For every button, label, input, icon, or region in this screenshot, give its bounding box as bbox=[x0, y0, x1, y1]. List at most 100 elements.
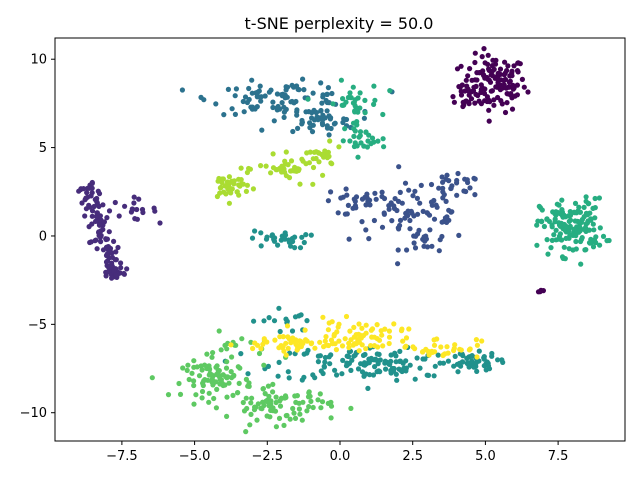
scatter-point bbox=[472, 59, 478, 66]
scatter-point bbox=[339, 343, 346, 349]
scatter-point bbox=[249, 235, 256, 241]
scatter-point bbox=[289, 328, 296, 334]
scatter-point bbox=[476, 348, 482, 354]
scatter-point bbox=[310, 90, 316, 96]
scatter-point bbox=[199, 395, 205, 401]
scatter-point bbox=[550, 209, 556, 215]
scatter-point bbox=[293, 98, 299, 105]
scatter-point bbox=[289, 82, 295, 88]
scatter-point bbox=[257, 83, 263, 89]
scatter-point bbox=[118, 260, 124, 266]
scatter-point bbox=[206, 372, 212, 378]
scatter-point bbox=[455, 170, 461, 177]
scatter-point bbox=[467, 66, 473, 72]
scatter-point bbox=[563, 235, 569, 241]
scatter-point bbox=[243, 188, 249, 194]
scatter-point bbox=[507, 92, 513, 98]
scatter-point bbox=[240, 98, 246, 105]
scatter-point bbox=[429, 349, 435, 355]
scatter-point bbox=[304, 318, 310, 324]
scatter-point bbox=[432, 363, 438, 369]
scatter-point bbox=[544, 237, 550, 243]
scatter-point bbox=[351, 133, 357, 139]
scatter-point bbox=[552, 219, 558, 225]
scatter-point bbox=[578, 261, 584, 267]
scatter-point bbox=[207, 366, 213, 372]
scatter-point bbox=[299, 377, 305, 383]
scatter-point bbox=[358, 361, 364, 367]
scatter-point bbox=[333, 347, 339, 353]
scatter-point bbox=[217, 190, 223, 196]
scatter-point bbox=[191, 358, 197, 364]
scatter-point bbox=[91, 203, 97, 210]
scatter-point bbox=[312, 375, 318, 381]
scatter-point bbox=[437, 237, 443, 243]
scatter-point bbox=[336, 144, 342, 150]
scatter-point bbox=[180, 365, 186, 371]
scatter-point bbox=[285, 162, 291, 168]
scatter-point bbox=[474, 368, 480, 374]
scatter-point bbox=[284, 323, 291, 329]
scatter-point bbox=[505, 63, 511, 69]
scatter-point bbox=[103, 236, 109, 242]
scatter-point bbox=[107, 263, 113, 269]
scatter-point bbox=[446, 207, 452, 213]
scatter-point bbox=[579, 216, 586, 223]
scatter-point bbox=[431, 373, 437, 379]
scatter-point bbox=[259, 127, 265, 133]
scatter-point bbox=[600, 233, 607, 239]
scatter-point bbox=[124, 266, 130, 272]
scatter-point bbox=[466, 347, 472, 353]
scatter-point bbox=[89, 213, 95, 219]
scatter-point bbox=[375, 361, 381, 367]
scatter-point bbox=[266, 89, 272, 95]
y-tick-label: 5 bbox=[39, 141, 47, 156]
scatter-point bbox=[249, 77, 255, 83]
scatter-point bbox=[534, 222, 540, 228]
scatter-point bbox=[465, 362, 472, 368]
scatter-point bbox=[576, 204, 582, 210]
scatter-point bbox=[460, 103, 466, 110]
scatter-point bbox=[363, 129, 369, 135]
scatter-point bbox=[345, 353, 351, 359]
scatter-point bbox=[339, 371, 345, 377]
scatter-point bbox=[590, 205, 596, 211]
scatter-point bbox=[309, 340, 315, 346]
scatter-point bbox=[372, 356, 379, 362]
scatter-point bbox=[346, 340, 352, 346]
scatter-point bbox=[469, 89, 475, 95]
scatter-point bbox=[204, 351, 210, 357]
scatter-point bbox=[238, 165, 244, 171]
scatter-point bbox=[251, 407, 258, 413]
scatter-point bbox=[345, 202, 351, 208]
scatter-point bbox=[347, 90, 353, 96]
scatter-point bbox=[111, 238, 117, 244]
scatter-point bbox=[393, 353, 399, 359]
scatter-point bbox=[256, 350, 263, 357]
scatter-point bbox=[259, 406, 265, 412]
scatter-point bbox=[345, 94, 351, 101]
scatter-point bbox=[460, 99, 466, 105]
scatter-point bbox=[473, 360, 479, 366]
scatter-point bbox=[328, 160, 334, 166]
scatter-point bbox=[361, 360, 368, 366]
scatter-point bbox=[370, 372, 377, 378]
scatter-point bbox=[318, 80, 324, 86]
scatter-point bbox=[325, 85, 331, 91]
scatter-point bbox=[371, 101, 377, 107]
scatter-point bbox=[241, 109, 247, 115]
scatter-point bbox=[308, 398, 314, 404]
scatter-point bbox=[479, 338, 485, 344]
scatter-point bbox=[298, 338, 304, 344]
scatter-point bbox=[428, 181, 435, 188]
scatter-point bbox=[373, 196, 379, 202]
scatter-point bbox=[275, 103, 281, 110]
scatter-point bbox=[250, 186, 256, 192]
scatter-point bbox=[240, 181, 246, 187]
scatter-point bbox=[386, 206, 392, 212]
scatter-point bbox=[351, 324, 357, 330]
scatter-point bbox=[372, 97, 378, 103]
scatter-point bbox=[368, 327, 374, 333]
scatter-point bbox=[446, 178, 452, 184]
scatter-point bbox=[403, 335, 410, 341]
